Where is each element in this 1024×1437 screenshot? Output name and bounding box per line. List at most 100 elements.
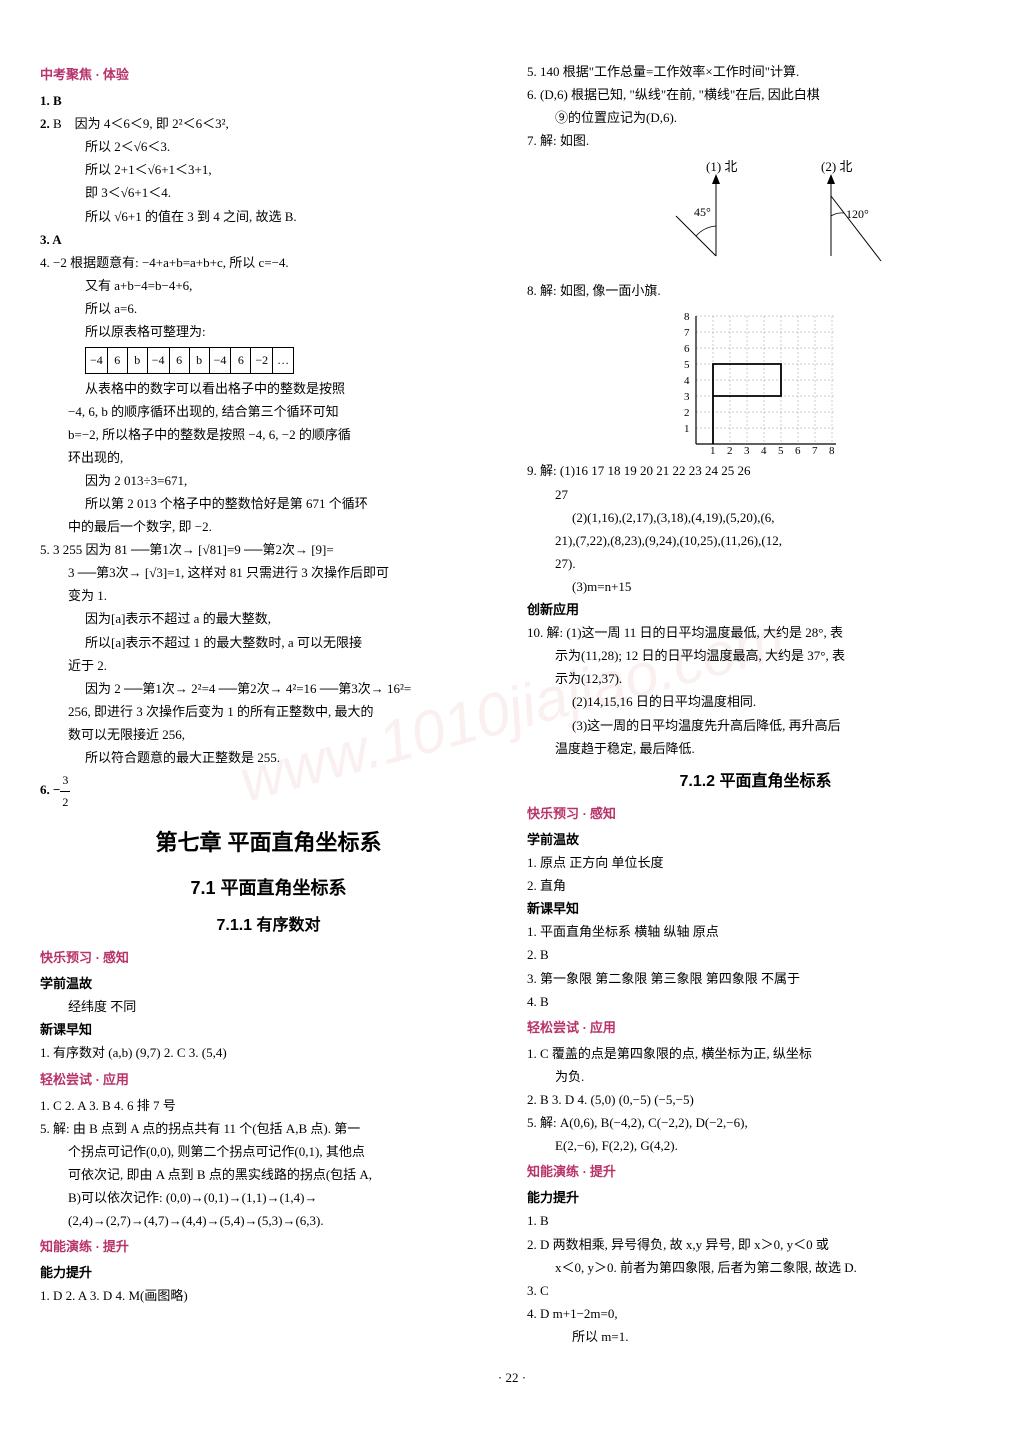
qs-l6: (2,4)→(2,7)→(4,7)→(4,4)→(5,4)→(5,3)→(6,3…	[40, 1210, 497, 1232]
r8-l1: 8. 解: 如图, 像一面小旗.	[527, 280, 984, 302]
section-xueqian2: 学前温故	[527, 829, 984, 851]
q4-l4: 所以原表格可整理为:	[40, 321, 497, 343]
q4-head: 4. −2 根据题意有: −4+a+b=a+b+c, 所以 c=−4.	[40, 252, 497, 274]
page-number: · 22 ·	[40, 1367, 984, 1389]
q4-l3: 所以 a=6.	[40, 298, 497, 320]
qs2-l5: E(2,−6), F(2,2), G(4,2).	[527, 1135, 984, 1157]
nl-l1: 1. D 2. A 3. D 4. M(画图略)	[40, 1285, 497, 1307]
q4-l2: 又有 a+b−4=b−4+6,	[40, 275, 497, 297]
xk2-l4: 4. B	[527, 991, 984, 1013]
compass-figure: (1) 北 45° (2) 北 120°	[606, 156, 906, 276]
right-column: 5. 140 根据"工作总量=工作效率×工作时间"计算. 6. (D,6) 根据…	[527, 60, 984, 1349]
q4-l5: 从表格中的数字可以看出格子中的整数是按照	[40, 378, 497, 400]
r10-l5: (3)这一周的日平均温度先升高后降低, 再升高后	[527, 715, 984, 737]
cell: b	[127, 348, 147, 373]
svg-text:2: 2	[727, 445, 733, 456]
svg-text:5: 5	[778, 445, 784, 456]
q5-l9: 数可以无限接近 256,	[40, 724, 497, 746]
r10-l4: (2)14,15,16 日的日平均温度相同.	[527, 691, 984, 713]
section-7-1: 7.1 平面直角坐标系	[40, 873, 497, 904]
svg-text:7: 7	[812, 445, 818, 456]
qs2-l1: 1. C 覆盖的点是第四象限的点, 横坐标为正, 纵坐标	[527, 1043, 984, 1065]
xk2-l1: 1. 平面直角坐标系 横轴 纵轴 原点	[527, 921, 984, 943]
q5-head: 5. 3 255 因为 81 ──第1次→ [√81]=9 ──第2次→ [9]…	[40, 539, 497, 561]
section-7-1-2: 7.1.2 平面直角坐标系	[527, 768, 984, 795]
q2-head: 2. B 2. B 因为 4＜6＜9, 即 2²＜6＜3²,因为 4＜6＜9, …	[40, 113, 497, 135]
q4-table: −4 6 b −4 6 b −4 6 −2 …	[85, 347, 294, 373]
r9-l3: (2)(1,16),(2,17),(3,18),(4,19),(5,20),(6…	[527, 507, 984, 529]
section-zhineng2: 知能演练 · 提升	[527, 1161, 984, 1183]
svg-text:7: 7	[684, 327, 690, 339]
flag-grid-figure: 87 65 43 21 12 34 56 78	[656, 306, 856, 456]
qs-l5: B)可以依次记作: (0,0)→(0,1)→(1,1)→(1,4)→	[40, 1187, 497, 1209]
q5-l3: 变为 1.	[40, 585, 497, 607]
q2-l3: 所以 2+1＜√6+1＜3+1,	[40, 159, 497, 181]
chapter-title: 第七章 平面直角坐标系	[40, 824, 497, 861]
section-kuaile: 快乐预习 · 感知	[40, 947, 497, 969]
qs-l4: 可依次记, 即由 A 点到 B 点的黑实线路的拐点(包括 A,	[40, 1164, 497, 1186]
compass-label-2: (2) 北	[821, 159, 852, 174]
nl2-l1: 1. B	[527, 1210, 984, 1232]
section-nengli2: 能力提升	[527, 1187, 984, 1209]
q4-l9: 因为 2 013÷3=671,	[40, 470, 497, 492]
q1: 1. B	[40, 90, 497, 112]
svg-text:3: 3	[744, 445, 750, 456]
cell: −4	[209, 348, 231, 373]
svg-text:1: 1	[684, 423, 690, 435]
q4-l11: 中的最后一个数字, 即 −2.	[40, 516, 497, 538]
nl2-l4: 3. C	[527, 1280, 984, 1302]
qs2-l2: 为负.	[527, 1066, 984, 1088]
nl2-l2: 2. D 两数相乘, 异号得负, 故 x,y 异号, 即 x＞0, y＜0 或	[527, 1234, 984, 1256]
q6: 6. −32	[40, 770, 497, 812]
r5: 5. 140 根据"工作总量=工作效率×工作时间"计算.	[527, 61, 984, 83]
compass-label-1: (1) 北	[706, 159, 737, 174]
q5-l4: 因为[a]表示不超过 a 的最大整数,	[40, 608, 497, 630]
r10-l2: 示为(11,28); 12 日的日平均温度最高, 大约是 37°, 表	[527, 645, 984, 667]
svg-text:2: 2	[684, 407, 690, 419]
q5-l7: 因为 2 ──第1次→ 2²=4 ──第2次→ 4²=16 ──第3次→ 16²…	[40, 678, 497, 700]
section-xueqian: 学前温故	[40, 973, 497, 995]
section-xinke2: 新课早知	[527, 898, 984, 920]
section-kuaile2: 快乐预习 · 感知	[527, 803, 984, 825]
two-column-layout: 中考聚焦 · 体验 1. B 2. B 2. B 因为 4＜6＜9, 即 2²＜…	[40, 60, 984, 1349]
r10-l6: 温度趋于稳定, 最后降低.	[527, 738, 984, 760]
section-nengli: 能力提升	[40, 1262, 497, 1284]
q5-l5: 所以[a]表示不超过 1 的最大整数时, a 可以无限接	[40, 632, 497, 654]
q5-l6: 近于 2.	[40, 655, 497, 677]
section-chuangxin: 创新应用	[527, 599, 984, 621]
r10-l3: 示为(12,37).	[527, 668, 984, 690]
svg-text:6: 6	[684, 343, 690, 355]
q2-l5: 所以 √6+1 的值在 3 到 4 之间, 故选 B.	[40, 206, 497, 228]
q4-l6: −4, 6, b 的顺序循环出现的, 结合第三个循环可知	[40, 401, 497, 423]
section-zhongkao: 中考聚焦 · 体验	[40, 64, 497, 86]
q2-l2: 所以 2＜√6＜3.	[40, 136, 497, 158]
q4-l8: 环出现的,	[40, 447, 497, 469]
xq2-l1: 1. 原点 正方向 单位长度	[527, 852, 984, 874]
qs-l3: 个拐点可记作(0,0), 则第二个拐点可记作(0,1), 其他点	[40, 1141, 497, 1163]
r9-l2: 27	[527, 484, 984, 506]
cell: −4	[147, 348, 169, 373]
cell: 6	[107, 348, 127, 373]
svg-text:8: 8	[684, 311, 690, 323]
svg-text:5: 5	[684, 359, 690, 371]
section-zhineng: 知能演练 · 提升	[40, 1236, 497, 1258]
svg-text:6: 6	[795, 445, 801, 456]
compass-angle-1: 45°	[694, 205, 711, 219]
svg-text:1: 1	[710, 445, 716, 456]
qs2-l4: 5. 解: A(0,6), B(−4,2), C(−2,2), D(−2,−6)…	[527, 1112, 984, 1134]
q2-l4: 即 3＜√6+1＜4.	[40, 182, 497, 204]
nl2-l5: 4. D m+1−2m=0,	[527, 1303, 984, 1325]
xk2-l3: 3. 第一象限 第二象限 第三象限 第四象限 不属于	[527, 968, 984, 990]
r6-l1: 6. (D,6) 根据已知, "纵线"在前, "横线"在后, 因此白棋	[527, 84, 984, 106]
qs-l2: 5. 解: 由 B 点到 A 点的拐点共有 11 个(包括 A,B 点). 第一	[40, 1118, 497, 1140]
q3: 3. A	[40, 229, 497, 251]
qs-l1: 1. C 2. A 3. B 4. 6 排 7 号	[40, 1095, 497, 1117]
qs2-l3: 2. B 3. D 4. (5,0) (0,−5) (−5,−5)	[527, 1089, 984, 1111]
r7-l1: 7. 解: 如图.	[527, 130, 984, 152]
svg-text:8: 8	[829, 445, 835, 456]
section-xinke: 新课早知	[40, 1019, 497, 1041]
compass-angle-2: 120°	[846, 207, 869, 221]
xq-l1: 经纬度 不同	[40, 996, 497, 1018]
r10-l1: 10. 解: (1)这一周 11 日的日平均温度最低, 大约是 28°, 表	[527, 622, 984, 644]
nl2-l6: 所以 m=1.	[527, 1326, 984, 1348]
